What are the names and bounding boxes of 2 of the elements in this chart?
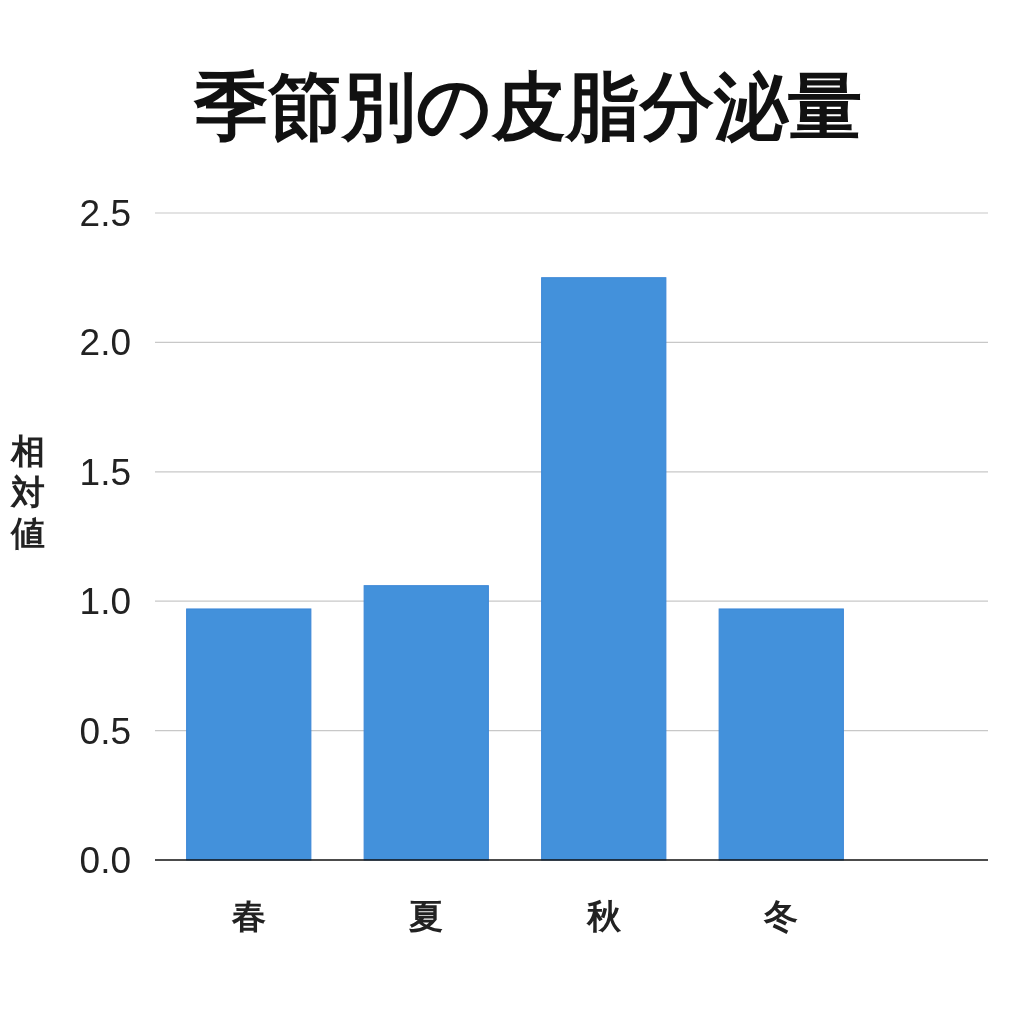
title: 季節別の皮脂分泌量 xyxy=(194,65,862,148)
ylabel: 相対値 xyxy=(11,432,45,552)
